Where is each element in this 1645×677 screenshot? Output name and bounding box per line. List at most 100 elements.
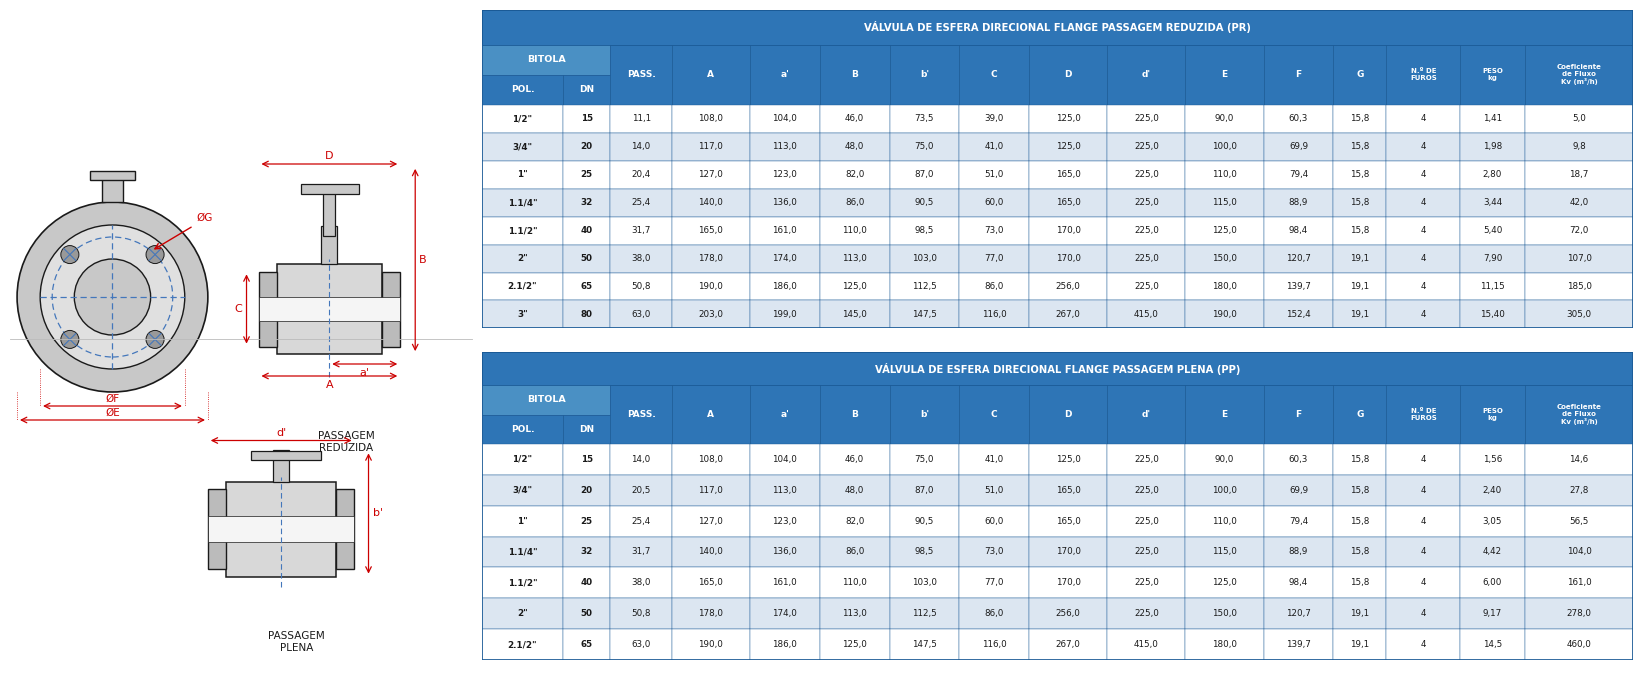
Bar	[671, 105, 750, 133]
Text: PASS.: PASS.	[627, 410, 655, 419]
Bar	[482, 45, 610, 74]
Text: 165,0: 165,0	[699, 578, 724, 588]
Text: 32: 32	[581, 198, 592, 207]
Bar	[1334, 567, 1387, 598]
Bar	[207, 489, 225, 569]
Text: 127,0: 127,0	[699, 171, 724, 179]
Bar	[959, 189, 1030, 217]
Text: 2.1/2": 2.1/2"	[508, 640, 538, 649]
Bar	[1186, 189, 1263, 217]
Text: F: F	[1296, 70, 1301, 79]
Text: 25,4: 25,4	[632, 198, 651, 207]
Text: 110,0: 110,0	[1212, 517, 1237, 525]
Bar	[671, 385, 750, 444]
Bar	[1186, 567, 1263, 598]
Text: 50,8: 50,8	[632, 282, 651, 291]
Text: 69,9: 69,9	[1290, 142, 1308, 152]
Text: a': a'	[360, 368, 370, 378]
Text: 9,17: 9,17	[1482, 609, 1502, 618]
Bar	[1030, 385, 1107, 444]
Bar	[1263, 45, 1334, 105]
Bar	[890, 629, 959, 660]
Bar	[610, 629, 671, 660]
Bar	[1461, 45, 1525, 105]
Text: 15,8: 15,8	[1351, 226, 1370, 235]
Text: 161,0: 161,0	[1566, 578, 1591, 588]
Text: b': b'	[920, 410, 929, 419]
Text: 100,0: 100,0	[1212, 485, 1237, 495]
Text: 2.1/2": 2.1/2"	[508, 282, 538, 291]
Bar	[482, 567, 563, 598]
Bar	[1461, 598, 1525, 629]
Text: 104,0: 104,0	[773, 114, 798, 123]
Text: 170,0: 170,0	[1056, 548, 1081, 556]
Text: A: A	[707, 70, 714, 79]
Bar	[890, 133, 959, 161]
Text: a': a'	[780, 70, 790, 79]
Bar	[482, 385, 610, 414]
Text: 11,1: 11,1	[632, 114, 651, 123]
Text: 80: 80	[581, 310, 592, 319]
Text: 415,0: 415,0	[1133, 640, 1158, 649]
Text: 120,7: 120,7	[1286, 609, 1311, 618]
Bar	[321, 226, 337, 264]
Bar	[819, 133, 890, 161]
Bar	[1461, 105, 1525, 133]
Text: ØE: ØE	[105, 408, 120, 418]
Bar	[1334, 161, 1387, 189]
Text: 19,1: 19,1	[1351, 609, 1370, 618]
Text: 48,0: 48,0	[846, 142, 864, 152]
Text: 1,98: 1,98	[1482, 142, 1502, 152]
Circle shape	[74, 259, 151, 335]
Bar	[819, 273, 890, 301]
Text: 186,0: 186,0	[773, 640, 798, 649]
Text: 267,0: 267,0	[1056, 310, 1081, 319]
Text: DN: DN	[579, 424, 594, 434]
Bar	[1030, 273, 1107, 301]
Bar	[1387, 301, 1461, 328]
Text: 31,7: 31,7	[632, 226, 651, 235]
Text: 60,0: 60,0	[985, 198, 1003, 207]
Bar	[1186, 161, 1263, 189]
Text: 123,0: 123,0	[773, 171, 798, 179]
Bar	[890, 385, 959, 444]
Bar	[482, 10, 1633, 45]
Bar	[1186, 475, 1263, 506]
Bar	[890, 244, 959, 273]
Bar	[890, 217, 959, 244]
Bar	[610, 217, 671, 244]
Bar	[1186, 217, 1263, 244]
Text: 112,5: 112,5	[911, 282, 936, 291]
Bar	[563, 74, 610, 105]
Bar	[1030, 189, 1107, 217]
Text: 87,0: 87,0	[915, 171, 934, 179]
Bar	[750, 217, 819, 244]
Bar	[1461, 189, 1525, 217]
Text: 415,0: 415,0	[1133, 310, 1158, 319]
Text: 73,0: 73,0	[984, 548, 1003, 556]
Text: 51,0: 51,0	[985, 485, 1003, 495]
Bar	[1387, 273, 1461, 301]
Bar	[1263, 273, 1334, 301]
Bar	[258, 271, 276, 347]
Bar	[959, 273, 1030, 301]
Bar	[1334, 301, 1387, 328]
Text: 225,0: 225,0	[1133, 609, 1158, 618]
Text: 127,0: 127,0	[699, 517, 724, 525]
Bar	[563, 161, 610, 189]
Bar	[959, 217, 1030, 244]
Text: 19,1: 19,1	[1351, 254, 1370, 263]
Text: 77,0: 77,0	[984, 254, 1003, 263]
Text: 69,9: 69,9	[1290, 485, 1308, 495]
Text: 15,8: 15,8	[1351, 114, 1370, 123]
Bar	[750, 273, 819, 301]
Text: 125,0: 125,0	[1056, 142, 1081, 152]
Text: d': d'	[276, 427, 286, 437]
Bar	[750, 301, 819, 328]
Text: 125,0: 125,0	[1056, 114, 1081, 123]
Text: 20: 20	[581, 142, 592, 152]
Bar	[1186, 385, 1263, 444]
Text: 104,0: 104,0	[1566, 548, 1591, 556]
Text: ØF: ØF	[105, 394, 120, 404]
Text: 98,5: 98,5	[915, 226, 934, 235]
